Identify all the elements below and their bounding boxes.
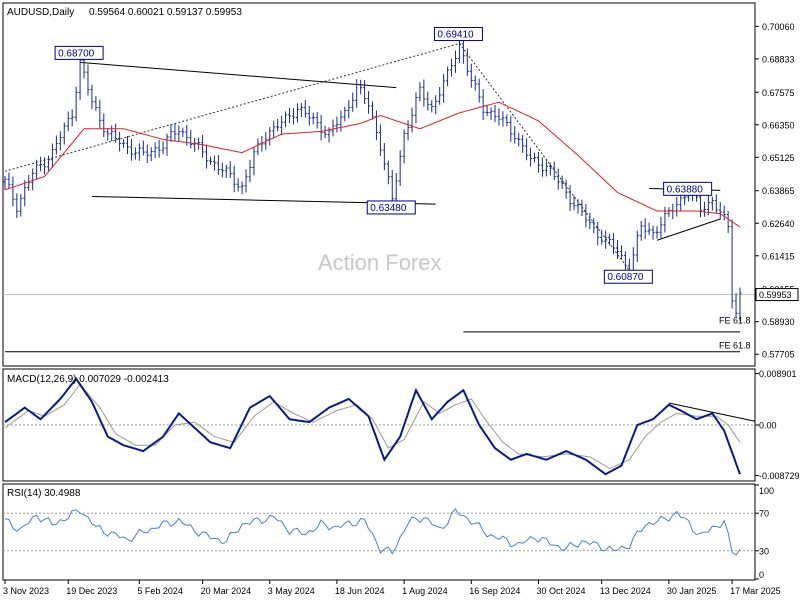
rsi-panel-frame xyxy=(2,483,756,581)
current-price-box xyxy=(755,288,799,302)
price-tick-label: 0.70060 xyxy=(762,22,795,32)
price-tick-label: 0.57705 xyxy=(762,350,795,360)
macd-signal-line xyxy=(4,383,741,469)
price-axis: 0.70060 0.68833 0.67575 0.66350 0.65125 0.638… xyxy=(754,3,799,366)
price-level-box xyxy=(366,200,416,215)
rsi-tick-label: 30 xyxy=(759,546,769,556)
price-tick-label: 0.62640 xyxy=(762,219,795,229)
price-level-box xyxy=(603,269,653,284)
macd-tick-label: -0.008729 xyxy=(759,471,800,481)
price-tick-label: 0.66350 xyxy=(762,120,795,130)
rsi-tick-label: 100 xyxy=(759,486,774,496)
time-tick-label: 13 Dec 2024 xyxy=(600,586,651,596)
rsi-axis: 100 70 30 0 xyxy=(754,484,774,580)
ohlc-values: 0.59564 0.60021 0.59137 0.59953 xyxy=(89,7,242,18)
macd-tick-label: 0.008901 xyxy=(759,369,797,379)
macd-tick-label: 0.00 xyxy=(759,421,777,431)
time-tick-label: 3 May 2024 xyxy=(268,586,315,596)
price-level-label: 0.68700 xyxy=(58,48,95,59)
macd-line xyxy=(4,376,741,476)
macd-panel: 0.008901 0.00 -0.008729 MACD(12,26,9) 0.00… xyxy=(2,368,800,482)
price-tick-label: 0.61415 xyxy=(762,251,795,261)
price-panel: Action Forex 0.68700 0.69410 0.63480 0.6388… xyxy=(2,2,799,367)
rsi-tick-label: 0 xyxy=(759,570,764,580)
price-annotations: 0.68700 0.69410 0.63480 0.63880 0.60870 FE 61… xyxy=(54,27,751,351)
time-tick-label: 18 Jun 2024 xyxy=(335,586,385,596)
price-level-label: 0.69410 xyxy=(437,30,474,41)
time-tick-label: 3 Nov 2023 xyxy=(3,586,49,596)
price-level-box xyxy=(663,181,713,196)
time-tick-label: 30 Jan 2025 xyxy=(667,586,717,596)
dotted-trendline xyxy=(459,43,630,271)
time-tick-label: 17 Mar 2025 xyxy=(730,586,781,596)
rsi-title: RSI(14) 30.4988 xyxy=(7,488,81,499)
moving-average xyxy=(4,101,741,228)
dotted-trendline xyxy=(4,43,460,172)
macd-axis: 0.008901 0.00 -0.008729 xyxy=(754,369,800,481)
price-bars xyxy=(3,38,742,322)
time-tick-label: 1 Aug 2024 xyxy=(402,586,448,596)
macd-lines xyxy=(4,376,756,476)
price-level-box xyxy=(54,45,104,60)
price-tick-label: 0.58930 xyxy=(762,317,795,327)
price-tick-label: 0.67575 xyxy=(762,88,795,98)
trendline xyxy=(656,218,721,241)
rsi-panel: 100 70 30 0 RSI(14) 30.4988 xyxy=(2,483,774,581)
price-tick-label: 0.68833 xyxy=(762,54,795,64)
watermark: Action Forex xyxy=(318,250,442,275)
macd-title: MACD(12,26,9) 0.007029 -0.002413 xyxy=(7,374,169,385)
time-axis: 3 Nov 2023 19 Dec 2023 5 Feb 2024 20 Mar 20… xyxy=(3,580,781,596)
rsi-grid xyxy=(3,512,755,552)
price-level-box xyxy=(433,27,483,42)
time-tick-label: 19 Dec 2023 xyxy=(66,586,117,596)
price-level-label: 0.63880 xyxy=(667,184,704,195)
rsi-line xyxy=(4,508,741,556)
time-tick-label: 16 Sep 2024 xyxy=(469,586,520,596)
time-tick-label: 5 Feb 2024 xyxy=(137,586,183,596)
current-price-label: 0.59953 xyxy=(759,290,792,300)
symbol-label: AUDUSD,Daily xyxy=(7,7,74,18)
price-level-label: 0.60870 xyxy=(607,272,644,283)
price-level-label: 0.63480 xyxy=(370,203,407,214)
moving-average-line xyxy=(4,101,741,228)
price-panel-frame xyxy=(2,2,756,367)
fe-label: FE 61.8 xyxy=(719,316,751,326)
macd-trendline xyxy=(668,402,756,422)
price-tick-label: 0.65125 xyxy=(762,153,795,163)
fe-label: FE 61.8 xyxy=(719,341,751,351)
time-tick-label: 20 Mar 2024 xyxy=(201,586,252,596)
time-tick-label: 30 Oct 2024 xyxy=(536,586,585,596)
rsi-lines xyxy=(4,508,741,556)
trendline xyxy=(80,61,397,89)
price-tick-label: 0.63865 xyxy=(762,186,795,196)
rsi-tick-label: 70 xyxy=(759,509,769,519)
